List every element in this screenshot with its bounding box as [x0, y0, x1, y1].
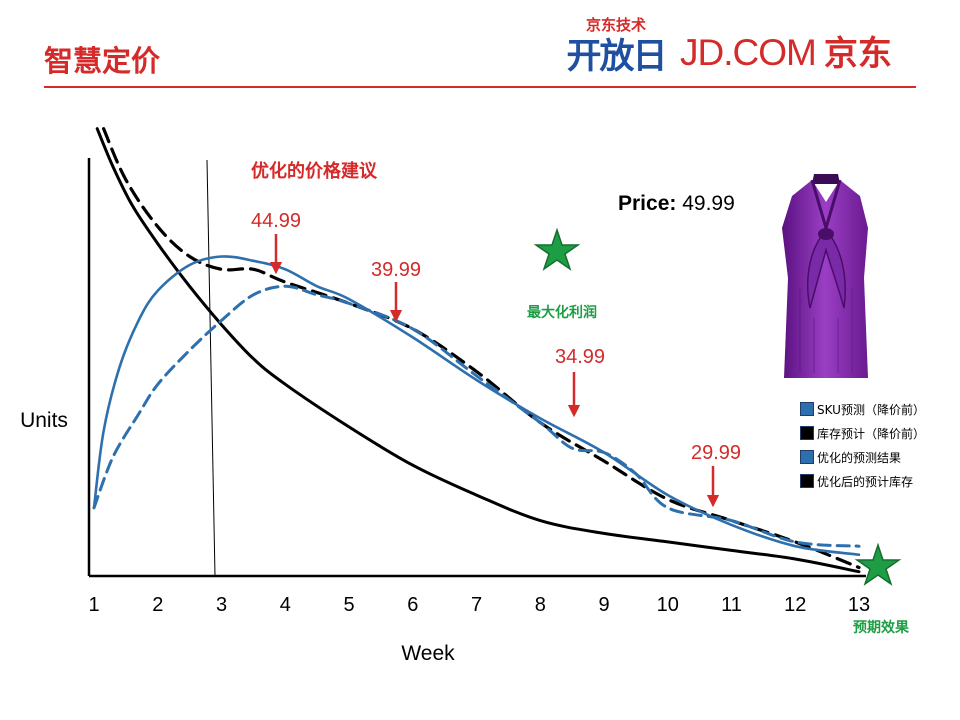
price-value: 49.99 [682, 192, 735, 215]
price-label-key: Price: [618, 192, 677, 215]
annotation-expected-result: 预期效果 [853, 619, 910, 636]
legend-item: 优化后的预计库存 [800, 469, 925, 493]
legend-label: 库存预计（降价前） [817, 426, 926, 441]
x-tick-label: 11 [721, 594, 742, 616]
x-axis-label: Week [401, 642, 455, 665]
x-tick-label: 12 [784, 594, 806, 616]
slide-title: 智慧定价 [44, 44, 161, 78]
legend-label: SKU预测（降价前） [817, 402, 925, 417]
legend-item: 库存预计（降价前） [800, 421, 925, 445]
x-tick-label: 7 [471, 594, 482, 616]
x-tick-label: 2 [152, 594, 163, 616]
x-tick-label: 10 [657, 594, 679, 616]
jd-logo-en: JD.COM [680, 32, 817, 73]
x-tick-label: 1 [88, 594, 99, 616]
legend-swatch [800, 402, 814, 416]
logo-tech-main: 开放日 [566, 37, 665, 74]
legend-item: SKU预测（降价前） [800, 397, 925, 421]
x-tick-label: 8 [535, 594, 546, 616]
max-profit-star-icon [533, 227, 581, 271]
series-line-forecast-before [92, 255, 861, 556]
x-tick-label: 5 [343, 594, 354, 616]
legend-swatch [800, 426, 814, 440]
jd-tech-open-day-logo: 京东技术 开放日 [560, 14, 672, 78]
series-line-inventory-before [95, 127, 861, 574]
x-tick-label: 13 [848, 594, 870, 616]
jd-logo-cn: 京东 [823, 34, 892, 74]
price-label: Price: 49.99 [618, 192, 735, 216]
annotation-price-44-99: 44.99 [251, 210, 301, 232]
annotation-price-suggestion: 优化的价格建议 [251, 160, 378, 182]
week-marker-line [206, 159, 216, 577]
series-line-inventory-after [102, 127, 861, 570]
y-axis-label: Units [20, 409, 68, 432]
legend-label: 优化后的预计库存 [817, 474, 914, 489]
title-divider [44, 86, 916, 88]
x-tick-label: 3 [216, 594, 227, 616]
legend-swatch [800, 474, 814, 488]
legend-label: 优化的预测结果 [817, 450, 902, 465]
chart-legend: SKU预测（降价前） 库存预计（降价前） 优化的预测结果 优化后的预计库存 [800, 397, 925, 493]
x-tick-label: 6 [407, 594, 418, 616]
x-tick-label: 4 [280, 594, 291, 616]
logo-tech-top: 京东技术 [586, 16, 646, 34]
annotation-max-profit: 最大化利润 [527, 304, 597, 321]
product-photo-blouse [770, 168, 882, 392]
legend-item: 优化的预测结果 [800, 445, 925, 469]
series-line-forecast-optimized [92, 284, 861, 548]
expected-result-star-icon [854, 542, 902, 586]
annotation-price-39-99: 39.99 [371, 259, 421, 281]
jd-logo: JD.COM 京东 [680, 26, 892, 75]
x-tick-label: 9 [598, 594, 609, 616]
annotation-price-34-99: 34.99 [555, 346, 605, 368]
legend-swatch [800, 450, 814, 464]
annotation-price-29-99: 29.99 [691, 442, 741, 464]
